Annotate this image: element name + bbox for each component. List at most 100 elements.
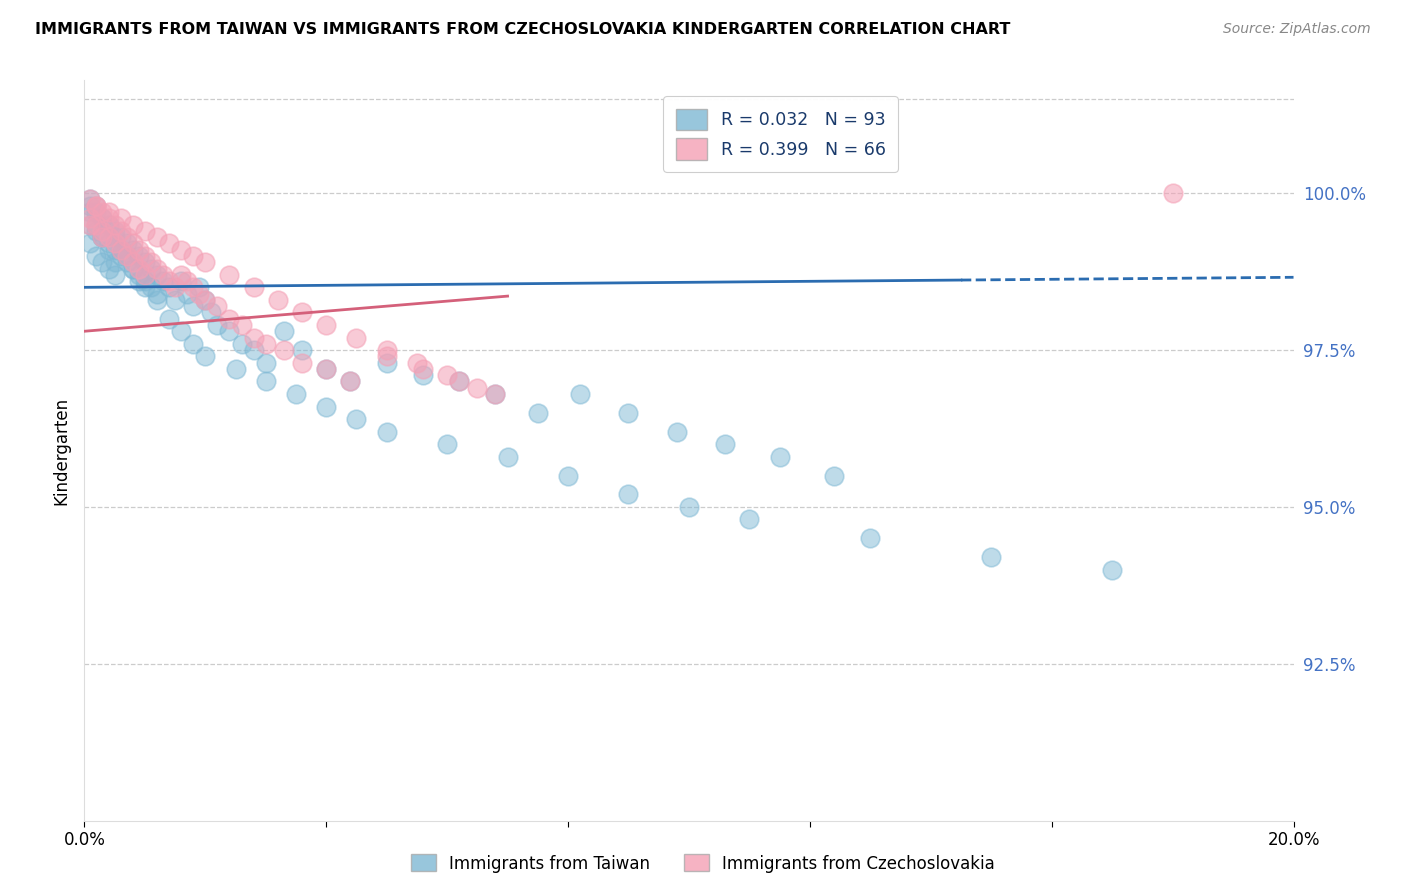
Point — [139, 261, 162, 276]
Point — [97, 230, 120, 244]
Point — [121, 243, 143, 257]
Point — [285, 387, 308, 401]
Point — [91, 211, 114, 226]
Point — [346, 330, 368, 344]
Point — [110, 211, 132, 226]
Point — [91, 230, 114, 244]
Point — [617, 406, 640, 420]
Point — [496, 450, 519, 464]
Point — [449, 375, 471, 389]
Point — [207, 318, 229, 332]
Point — [110, 243, 132, 257]
Point — [86, 224, 108, 238]
Text: IMMIGRANTS FROM TAIWAN VS IMMIGRANTS FROM CZECHOSLOVAKIA KINDERGARTEN CORRELATIO: IMMIGRANTS FROM TAIWAN VS IMMIGRANTS FRO… — [35, 22, 1011, 37]
Point — [146, 261, 169, 276]
Point — [557, 468, 579, 483]
Point — [104, 255, 127, 269]
Point — [231, 336, 253, 351]
Point — [134, 249, 156, 263]
Point — [79, 193, 101, 207]
Point — [110, 224, 132, 238]
Point — [714, 437, 737, 451]
Point — [170, 324, 193, 338]
Point — [254, 356, 277, 370]
Point — [134, 224, 156, 238]
Point — [617, 487, 640, 501]
Point — [128, 249, 150, 263]
Point — [170, 268, 193, 282]
Point — [412, 368, 434, 383]
Point — [176, 274, 198, 288]
Point — [375, 425, 398, 439]
Point — [273, 343, 295, 357]
Point — [115, 236, 138, 251]
Point — [91, 211, 114, 226]
Point — [569, 387, 592, 401]
Point — [104, 218, 127, 232]
Point — [86, 218, 108, 232]
Point — [139, 255, 162, 269]
Point — [146, 230, 169, 244]
Point — [146, 293, 169, 307]
Point — [242, 330, 264, 344]
Point — [406, 356, 429, 370]
Point — [86, 249, 108, 263]
Point — [104, 224, 127, 238]
Point — [165, 280, 187, 294]
Point — [97, 205, 120, 219]
Point — [291, 356, 314, 370]
Point — [91, 224, 114, 238]
Point — [97, 218, 120, 232]
Point — [738, 512, 761, 526]
Point — [200, 305, 222, 319]
Point — [194, 293, 217, 307]
Point — [104, 268, 127, 282]
Point — [339, 375, 361, 389]
Point — [181, 336, 204, 351]
Point — [218, 324, 240, 338]
Point — [170, 243, 193, 257]
Point — [128, 274, 150, 288]
Point — [207, 299, 229, 313]
Point — [86, 218, 108, 232]
Point — [315, 362, 337, 376]
Point — [346, 412, 368, 426]
Point — [823, 468, 845, 483]
Point — [97, 243, 120, 257]
Point — [134, 274, 156, 288]
Point — [121, 261, 143, 276]
Point — [375, 349, 398, 363]
Point — [97, 236, 120, 251]
Point — [412, 362, 434, 376]
Point — [134, 268, 156, 282]
Point — [110, 249, 132, 263]
Point — [291, 343, 314, 357]
Point — [79, 218, 101, 232]
Point — [157, 311, 180, 326]
Point — [194, 255, 217, 269]
Point — [134, 280, 156, 294]
Point — [273, 324, 295, 338]
Point — [104, 243, 127, 257]
Point — [254, 375, 277, 389]
Point — [115, 255, 138, 269]
Point — [859, 531, 882, 545]
Point — [467, 381, 489, 395]
Point — [181, 280, 204, 294]
Point — [128, 243, 150, 257]
Point — [254, 336, 277, 351]
Point — [97, 218, 120, 232]
Point — [194, 349, 217, 363]
Point — [678, 500, 700, 514]
Legend: Immigrants from Taiwan, Immigrants from Czechoslovakia: Immigrants from Taiwan, Immigrants from … — [405, 847, 1001, 880]
Point — [436, 437, 458, 451]
Point — [121, 236, 143, 251]
Point — [339, 375, 361, 389]
Point — [121, 261, 143, 276]
Point — [194, 293, 217, 307]
Point — [97, 261, 120, 276]
Legend: R = 0.032   N = 93, R = 0.399   N = 66: R = 0.032 N = 93, R = 0.399 N = 66 — [664, 96, 898, 172]
Point — [231, 318, 253, 332]
Point — [121, 218, 143, 232]
Point — [980, 550, 1002, 565]
